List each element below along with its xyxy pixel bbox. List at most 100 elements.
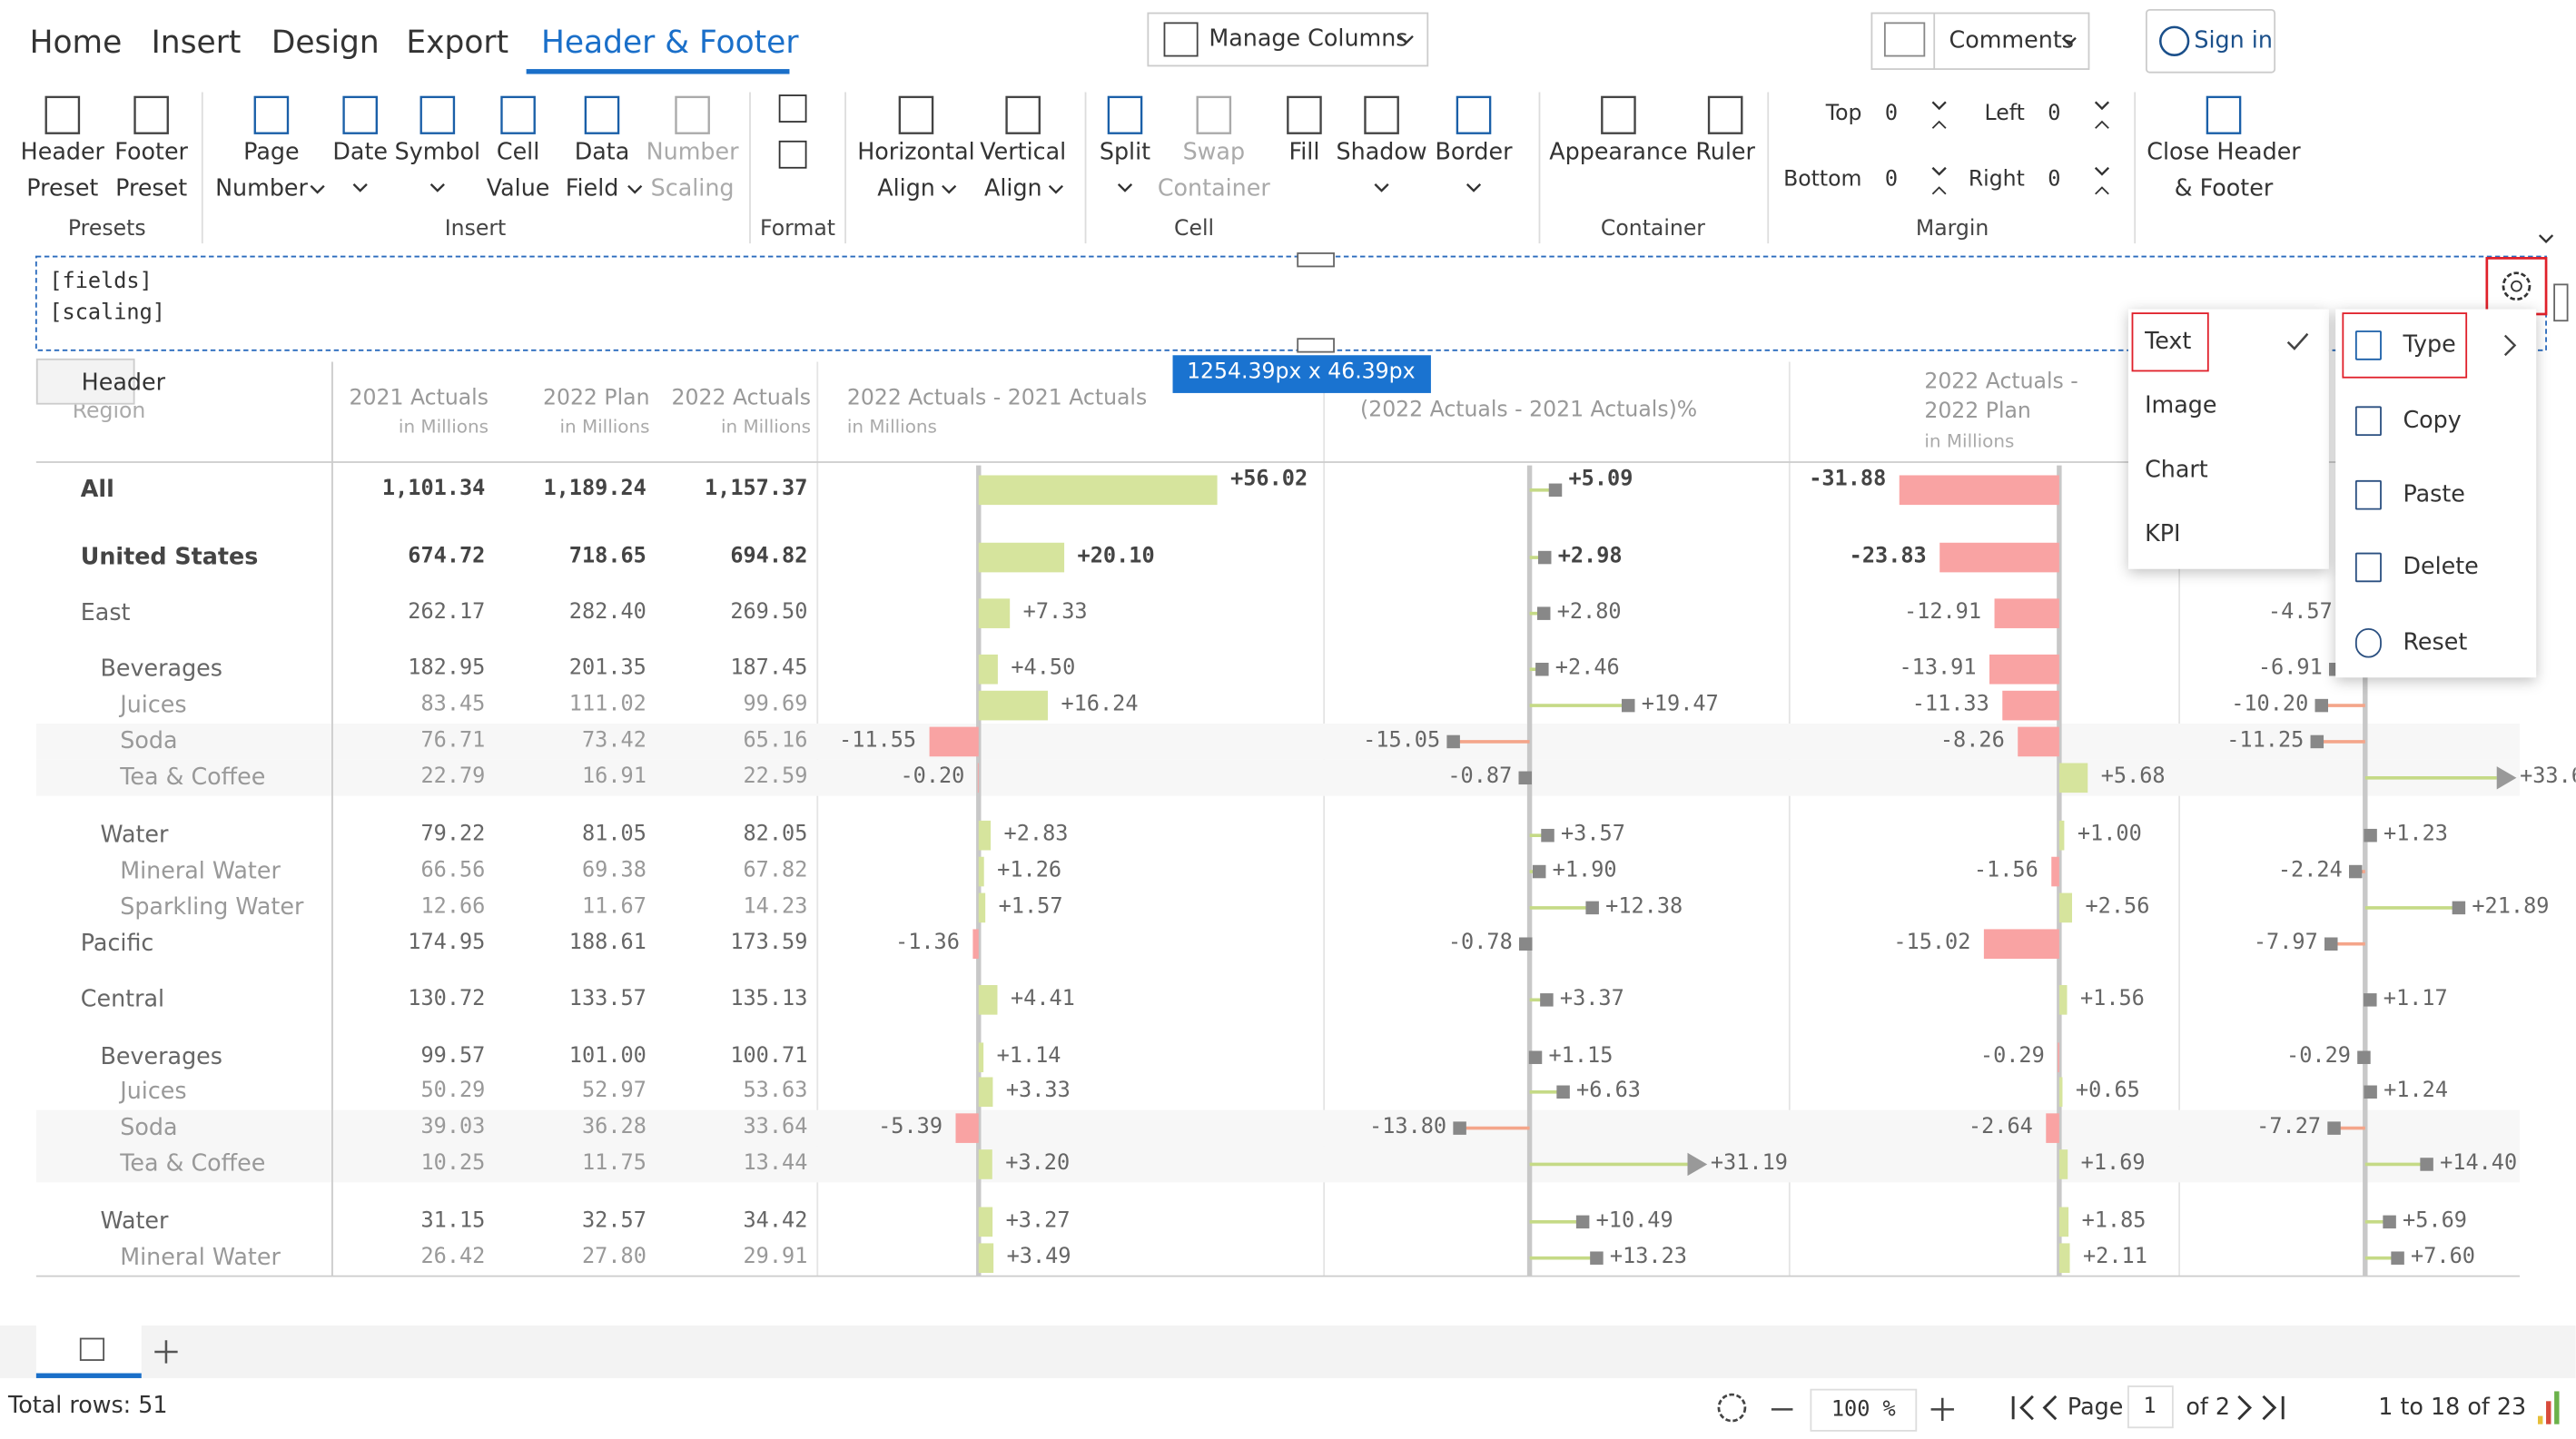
bar-label: +1.00	[2077, 822, 2142, 847]
menu-item[interactable]: Delete	[2403, 554, 2479, 581]
menu-item[interactable]: KPI	[2145, 521, 2181, 548]
context-menu: Type Copy Paste Delete Reset	[2335, 309, 2537, 678]
zoom[interactable]: 100 %	[1831, 1397, 1896, 1423]
pin-label: -4.57	[2267, 600, 2333, 626]
ribbon-label[interactable]: Fill	[1288, 139, 1320, 166]
ribbon-label: Container	[1157, 175, 1270, 202]
pin-head	[1518, 771, 1532, 785]
tab[interactable]: Export	[406, 25, 509, 62]
ribbon-label[interactable]: & Footer	[2174, 175, 2274, 202]
chevron	[2094, 101, 2110, 111]
bar	[1989, 654, 2059, 685]
ribbon-label[interactable]: Date	[332, 139, 389, 166]
menu-item[interactable]: Type	[2403, 331, 2456, 359]
bar-label: +56.02	[1230, 467, 1308, 492]
page-of: of 2	[2186, 1395, 2231, 1422]
ribbon-label[interactable]: Field	[565, 175, 619, 202]
pin-head	[1590, 1251, 1604, 1265]
pin-head	[2383, 1215, 2396, 1229]
menu-item[interactable]: Chart	[2145, 457, 2208, 484]
menu-item[interactable]: Text	[2145, 329, 2192, 356]
ribbon-label[interactable]: Preset	[115, 175, 188, 202]
ribbon-label[interactable]: Symbol	[394, 139, 481, 166]
last-page	[2237, 1395, 2285, 1421]
menu-item[interactable]: Copy	[2403, 408, 2462, 435]
margin-input[interactable]: 0	[1884, 102, 1899, 127]
row-name: Pacific	[80, 931, 154, 958]
cell: 32.57	[581, 1208, 646, 1234]
ribbon-label: Scaling	[650, 175, 735, 202]
axis	[2057, 465, 2062, 1276]
ribbon-label[interactable]: Vertical	[980, 139, 1067, 166]
tab[interactable]: Header & Footer	[540, 25, 799, 62]
bar	[978, 542, 1065, 573]
page-input[interactable]: 1	[2143, 1395, 2157, 1420]
bar	[978, 985, 998, 1015]
cell: 26.42	[420, 1245, 486, 1270]
ribbon-label[interactable]: Number	[215, 175, 308, 202]
menu-item[interactable]: Reset	[2403, 629, 2468, 656]
chevron	[1117, 183, 1133, 192]
col-unit: in Millions	[1924, 430, 2015, 453]
chevron	[942, 184, 957, 194]
ribbon-icon	[1707, 95, 1743, 134]
pin-head	[2420, 1158, 2433, 1171]
ribbon-label[interactable]: Border	[1435, 139, 1513, 166]
bar	[1983, 929, 2059, 960]
ribbon-label[interactable]: Data	[574, 139, 630, 166]
ribbon-label[interactable]: Value	[486, 175, 550, 202]
manage-columns[interactable]: Manage Columns	[1209, 25, 1408, 53]
bars-icon	[2546, 1401, 2551, 1424]
ribbon-label[interactable]: Header	[20, 139, 104, 166]
bar-label: +1.56	[2079, 986, 2145, 1012]
bar-label: +0.65	[2075, 1079, 2140, 1104]
menu-item[interactable]: Paste	[2403, 481, 2465, 508]
margin-input[interactable]: 0	[2048, 102, 2061, 127]
row-name: Sparkling Water	[120, 894, 304, 922]
ribbon-label[interactable]: Horizontal	[857, 139, 975, 166]
menu-item[interactable]: Image	[2145, 392, 2217, 419]
chevron-up	[2095, 120, 2109, 129]
cell: 14.23	[743, 894, 808, 920]
tab-underline	[526, 69, 790, 74]
ribbon-label[interactable]: Align	[984, 175, 1042, 202]
arrow	[2503, 334, 2517, 357]
check-mark	[2286, 332, 2309, 350]
margin-input[interactable]: 0	[2048, 167, 2061, 192]
col-unit: in Millions	[720, 416, 812, 438]
ribbon-label[interactable]: Close Header	[2147, 139, 2301, 166]
bar-label: -0.20	[900, 764, 965, 790]
ribbon-label[interactable]: Preset	[26, 175, 99, 202]
ribbon-label[interactable]: Align	[877, 175, 935, 202]
tab[interactable]: Home	[29, 25, 123, 62]
pin-label: +33.61	[2520, 764, 2576, 790]
col-unit: in Millions	[846, 416, 937, 438]
row-name: Soda	[120, 728, 178, 755]
row-name: Soda	[120, 1115, 178, 1142]
ribbon-label[interactable]: Ruler	[1695, 139, 1755, 166]
ribbon-label[interactable]: Footer	[114, 139, 188, 166]
sign-in[interactable]: Sign in	[2194, 27, 2273, 54]
ribbon-label[interactable]: Page	[243, 139, 300, 166]
ribbon-label[interactable]: Cell	[496, 139, 540, 166]
tab[interactable]: Insert	[151, 25, 242, 62]
bar	[2058, 1077, 2063, 1108]
gear-hub	[2511, 280, 2522, 292]
pin-label: +19.47	[1641, 692, 1719, 717]
bar-label: -12.91	[1903, 600, 1982, 626]
cell: 135.13	[730, 986, 808, 1012]
cell: 79.22	[420, 822, 486, 847]
ribbon-label[interactable]: Appearance	[1549, 139, 1688, 166]
pin-label: +3.57	[1560, 822, 1625, 847]
resize-handle	[1297, 252, 1335, 268]
pin-head	[2452, 901, 2466, 915]
ribbon-label[interactable]: Shadow	[1336, 139, 1427, 166]
pin-head	[1528, 1050, 1543, 1064]
row-name: All	[80, 477, 114, 504]
margin-input[interactable]: 0	[1884, 167, 1899, 192]
ribbon-label[interactable]: Split	[1099, 139, 1151, 166]
tab[interactable]: Design	[271, 25, 380, 62]
axis	[2363, 465, 2368, 1276]
comments[interactable]: Comments	[1949, 27, 2074, 54]
bar-label: -23.83	[1849, 544, 1927, 569]
